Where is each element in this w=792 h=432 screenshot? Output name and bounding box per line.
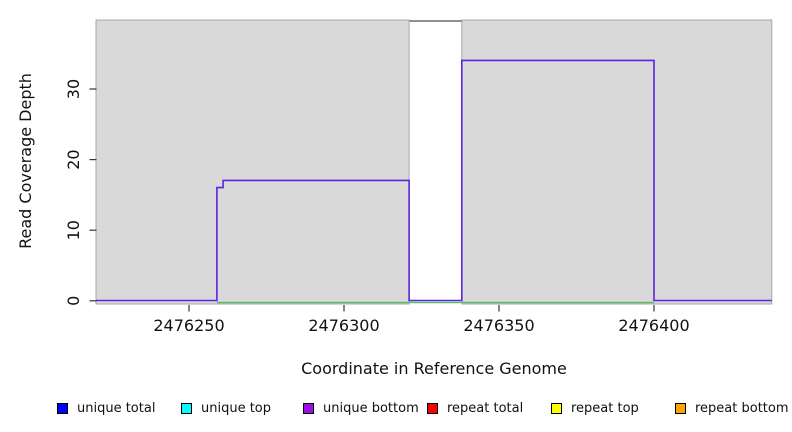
unique-bottom-step-line — [96, 59, 772, 302]
legend-swatch-icon — [303, 402, 314, 414]
legend-entry-unique-top: unique top — [181, 400, 271, 416]
legend-entry-unique-bottom: unique bottom — [303, 400, 419, 416]
x-axis-tick-label: 2476300 — [308, 316, 379, 335]
legend-label: unique total — [77, 400, 156, 416]
legend-label: unique top — [201, 400, 272, 416]
legend-swatch-icon — [57, 402, 68, 414]
legend-entry-repeat-total: repeat total — [427, 400, 523, 416]
x-axis-title: Coordinate in Reference Genome — [301, 359, 567, 378]
legend-entry-unique-total: unique total — [57, 400, 155, 416]
x-axis-tick-label: 2476250 — [153, 316, 224, 335]
legend-swatch-icon — [427, 402, 438, 414]
coverage-shaded-block — [95, 19, 410, 305]
legend-swatch-icon — [181, 402, 192, 414]
legend-entry-repeat-bottom: repeat bottom — [675, 400, 789, 416]
plot-area: 2476250 2476300 2476350 2476400 0 10 20 30 — [64, 19, 773, 335]
x-axis-tick-label: 2476400 — [618, 316, 689, 335]
legend-label: repeat top — [571, 400, 639, 416]
legend-label: repeat bottom — [695, 400, 789, 416]
legend-label: unique bottom — [323, 400, 419, 416]
legend-label: repeat total — [447, 400, 524, 416]
y-axis-tick-label: 10 — [64, 220, 83, 240]
y-axis-tick-label: 20 — [64, 149, 83, 169]
y-axis-tick-label: 0 — [64, 296, 83, 306]
x-axis-tick-label: 2476350 — [463, 316, 534, 335]
y-axis-title: Read Coverage Depth — [16, 73, 35, 249]
legend-swatch-icon — [675, 402, 686, 414]
coverage-shaded-block — [461, 19, 773, 305]
legend-swatch-icon — [551, 402, 562, 414]
y-axis-tick-label: 30 — [64, 79, 83, 99]
legend-entry-repeat-top: repeat top — [551, 400, 639, 416]
